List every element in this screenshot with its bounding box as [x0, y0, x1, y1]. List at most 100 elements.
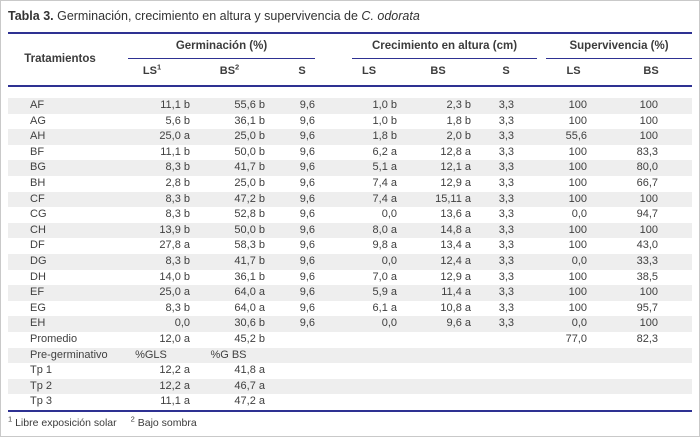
treatment-cell: Tp 3 — [8, 394, 112, 412]
group-header-germinacion: Germinación (%) — [112, 33, 337, 59]
treatment-cell: AF — [8, 98, 112, 114]
value-cell: 55,6 — [537, 129, 611, 145]
value-cell: 3,3 — [498, 239, 515, 252]
value-cell: 0,0 — [537, 316, 611, 332]
value-cell: 100 — [537, 160, 611, 176]
value-cell: 14,8 a — [401, 222, 476, 239]
value-cell: 33,3 — [610, 253, 693, 270]
value-cell: 46,7 a — [192, 378, 267, 395]
value-cell: 77,0 — [565, 332, 588, 345]
table-row: CH 13,9 b 50,0 b 9,6 8,0 a 14,8 a 3,3 100 100 — [8, 222, 693, 239]
value-cell: 12,4 a — [401, 253, 476, 270]
value-cell: 38,5 — [636, 270, 659, 283]
value-cell: 8,0 a — [337, 222, 402, 239]
table-row: EF 25,0 a 64,0 a 9,6 5,9 a 11,4 a 3,3 100 100 — [8, 285, 693, 301]
value-cell: 12,1 a — [401, 160, 476, 176]
species-name: C. odorata — [361, 9, 420, 23]
value-cell: 11,1 b — [160, 145, 190, 158]
table-row: DF 27,8 a 58,3 b 9,6 9,8 a 13,4 a 3,3 100 43,0 — [8, 238, 692, 254]
value-cell — [401, 347, 476, 364]
value-cell: 9,6 a — [401, 316, 476, 332]
value-cell: 9,6 — [299, 176, 316, 189]
value-cell: 100 — [639, 114, 659, 127]
value-cell: 9,6 — [267, 129, 338, 145]
value-cell: 36,1 b — [234, 270, 265, 283]
value-cell: 3,3 — [475, 285, 538, 301]
value-cell — [267, 363, 337, 379]
value-cell: 2,0 b — [401, 129, 476, 145]
value-cell: 2,3 b — [401, 98, 476, 114]
value-cell: 9,6 — [299, 301, 316, 314]
treatment-cell: AG — [30, 114, 46, 127]
value-cell: 7,4 a — [337, 191, 402, 208]
table-row: CF 8,3 b 47,2 b 9,6 7,4 a 15,11 a 3,3 100 100 — [8, 191, 693, 208]
value-cell: 9,6 — [267, 285, 338, 301]
value-cell: 9,6 — [299, 270, 316, 283]
value-cell — [475, 332, 537, 348]
value-cell: 100 — [537, 98, 611, 114]
treatment-cell: BG — [8, 160, 112, 176]
value-cell — [401, 394, 476, 412]
value-cell: 0,0 — [337, 253, 402, 270]
table-row: DH 14,0 b 36,1 b 9,6 7,0 a 12,9 a 3,3 100 38,5 — [8, 270, 692, 286]
column-header-tratamientos: Tratamientos — [8, 33, 112, 87]
value-cell: 3,3 — [475, 129, 538, 145]
table-row: BF 11,1 b 50,0 b 9,6 6,2 a 12,8 a 3,3 100 83,3 — [8, 145, 692, 161]
value-cell: 66,7 — [636, 176, 659, 189]
table-row: Promedio 12,0 a 45,2 b 77,0 82,3 — [8, 332, 692, 348]
treatment-cell: BF — [30, 145, 45, 158]
value-cell: 83,3 — [636, 145, 659, 158]
value-cell: 12,9 a — [440, 176, 472, 189]
value-cell — [610, 394, 693, 412]
treatment-cell: DH — [30, 270, 46, 283]
value-cell: 5,9 a — [337, 285, 402, 301]
value-cell: 100 — [610, 316, 693, 332]
value-cell: 100 — [568, 145, 588, 158]
value-cell: 11,1 b — [112, 98, 192, 114]
value-cell — [337, 332, 401, 348]
table-row: AG 5,6 b 36,1 b 9,6 1,0 b 1,8 b 3,3 100 100 — [8, 114, 692, 130]
value-cell: 11,4 a — [401, 285, 476, 301]
treatment-cell: EG — [30, 301, 46, 314]
value-cell — [537, 394, 611, 412]
value-cell: 8,3 b — [112, 160, 192, 176]
table-row: Pre-germinativo %GLS %G BS — [8, 347, 693, 364]
treatment-cell: EH — [8, 316, 112, 332]
value-cell: 100 — [568, 176, 588, 189]
value-cell — [475, 347, 538, 364]
table-row: BH 2,8 b 25,0 b 9,6 7,4 a 12,9 a 3,3 100 66,7 — [8, 176, 692, 192]
value-cell — [537, 363, 610, 379]
subcolumn-header-bs: BS — [401, 59, 476, 87]
treatment-cell: Tp 2 — [8, 378, 112, 395]
value-cell: 50,0 b — [234, 145, 265, 158]
value-cell: 9,6 — [299, 145, 316, 158]
table-row: AH 25,0 a 25,0 b 9,6 1,8 b 2,0 b 3,3 55,6 100 — [8, 129, 693, 145]
value-cell: 9,6 — [299, 208, 316, 221]
value-cell — [610, 378, 693, 395]
value-cell: 43,0 — [636, 239, 659, 252]
value-cell: 100 — [568, 301, 588, 314]
treatment-cell: CF — [8, 191, 112, 208]
table-row: Tp 1 12,2 a 41,8 a — [8, 363, 692, 379]
value-cell: 52,8 b — [234, 208, 265, 221]
subcolumn-header-s: S — [267, 59, 338, 87]
value-cell: 9,6 — [267, 222, 338, 239]
value-cell — [537, 378, 611, 395]
value-cell: 15,11 a — [401, 191, 476, 208]
table-title: Tabla 3. Germinación, crecimiento en alt… — [8, 1, 692, 32]
value-cell — [337, 363, 401, 379]
value-cell: 3,3 — [475, 160, 538, 176]
header-spacer-row — [8, 86, 693, 98]
value-cell: 12,9 a — [440, 270, 472, 283]
value-cell: 9,6 — [267, 160, 338, 176]
value-cell: 100 — [568, 114, 588, 127]
value-cell — [610, 363, 692, 379]
value-cell: 100 — [568, 270, 588, 283]
value-cell: 100 — [610, 191, 693, 208]
subcolumn-header-ls: LS — [537, 59, 611, 87]
value-cell: 30,6 b — [192, 316, 267, 332]
value-cell — [337, 347, 402, 364]
value-cell: 100 — [568, 239, 588, 252]
value-cell: 36,1 b — [234, 114, 265, 127]
treatment-cell: DF — [30, 239, 45, 252]
